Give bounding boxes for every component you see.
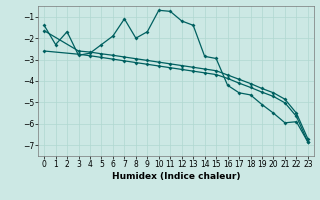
X-axis label: Humidex (Indice chaleur): Humidex (Indice chaleur) [112,172,240,181]
